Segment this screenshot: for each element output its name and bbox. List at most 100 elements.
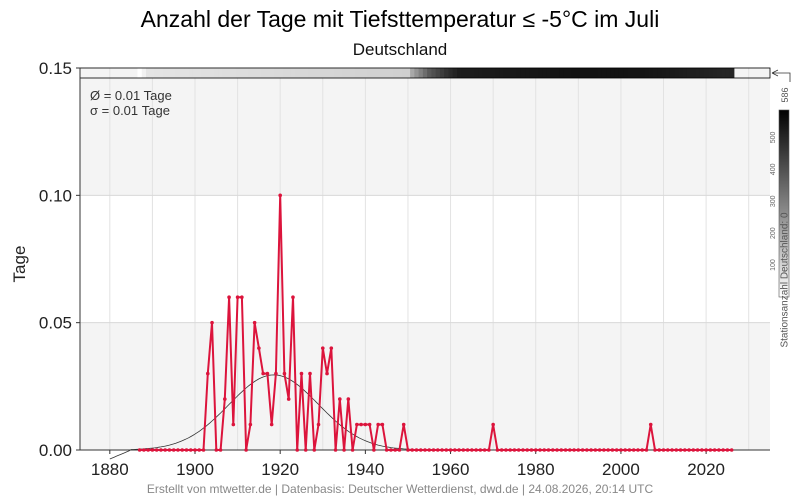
- station-cell-1906: [218, 68, 224, 78]
- x-tick-label-1: 1900: [176, 460, 214, 479]
- data-point-1898: [184, 448, 189, 452]
- station-cell-1994: [593, 68, 599, 78]
- station-cell-1981: [537, 68, 543, 78]
- station-cell-1896: [175, 68, 181, 78]
- data-point-2024: [721, 448, 725, 452]
- data-point-1960: [448, 448, 453, 452]
- station-cell-1898: [184, 68, 190, 78]
- station-cell-1964: [465, 68, 471, 78]
- station-cell-2010: [661, 68, 667, 78]
- x-axis-ticks: 1880 1900 1920 1940 1960 1980 2000 2020: [91, 450, 725, 479]
- station-cell-1940: [363, 68, 369, 78]
- data-point-2011: [665, 448, 670, 452]
- data-point-1889: [146, 448, 150, 452]
- station-cell-1937: [350, 68, 356, 78]
- station-cell-1973: [503, 68, 509, 78]
- colorbar-arrow-icon: [771, 69, 791, 82]
- data-point-2012: [670, 448, 674, 452]
- data-point-1908: [227, 295, 231, 300]
- station-cell-1909: [231, 68, 237, 78]
- data-point-1979: [529, 448, 534, 452]
- station-cell-1915: [256, 68, 262, 78]
- data-point-1903: [205, 371, 210, 376]
- station-cell-2019: [699, 68, 705, 78]
- station-cell-1970: [491, 68, 496, 78]
- x-tick-label-7: 2020: [687, 460, 725, 479]
- data-point-2026: [729, 448, 734, 452]
- station-cell-1999: [614, 68, 620, 78]
- y-axis-ticks: 0.00 0.05 0.10 0.15: [39, 59, 80, 460]
- station-cell-1966: [473, 68, 479, 78]
- station-cell-1983: [546, 68, 552, 78]
- station-cell-1913: [248, 68, 254, 78]
- station-cell-1905: [214, 68, 220, 78]
- data-point-1984: [550, 448, 555, 452]
- data-point-1943: [376, 422, 380, 427]
- station-cell-1927: [307, 68, 313, 78]
- data-point-1982: [542, 448, 547, 452]
- data-point-1975: [512, 448, 517, 452]
- station-cell-1986: [559, 68, 565, 78]
- station-cell-1949: [401, 68, 407, 78]
- data-point-1948: [397, 448, 402, 452]
- data-point-2025: [725, 448, 730, 452]
- data-point-1900: [193, 448, 197, 452]
- data-point-2018: [695, 448, 700, 452]
- x-tick-label-6: 2000: [602, 460, 640, 479]
- data-point-1983: [546, 448, 551, 452]
- station-cell-2002: [627, 68, 633, 78]
- data-point-1906: [218, 448, 223, 452]
- data-point-1918: [269, 422, 274, 427]
- data-point-1901: [197, 448, 202, 452]
- station-cell-2009: [657, 68, 662, 78]
- data-point-1895: [171, 448, 176, 452]
- data-point-1971: [495, 448, 500, 452]
- stat-sd: σ = 0.01 Tage: [90, 103, 170, 118]
- data-point-1963: [461, 448, 466, 452]
- data-point-1981: [538, 448, 542, 452]
- background-bands: [80, 68, 770, 450]
- stats-box: Ø = 0.01 Tage σ = 0.01 Tage: [90, 88, 172, 118]
- station-cell-1941: [367, 68, 373, 78]
- data-point-1911: [240, 295, 244, 300]
- series-points: [137, 193, 734, 452]
- data-point-1999: [614, 448, 619, 452]
- station-cell-1971: [495, 68, 501, 78]
- data-point-2008: [653, 448, 657, 452]
- station-cell-1926: [303, 68, 309, 78]
- station-cell-1902: [201, 68, 207, 78]
- station-cell-1946: [388, 68, 394, 78]
- station-cell-1985: [554, 68, 560, 78]
- station-cell-1960: [448, 68, 454, 78]
- data-point-1919: [274, 371, 278, 376]
- data-point-1909: [231, 422, 236, 427]
- station-cell-2008: [652, 68, 658, 78]
- station-cell-2012: [669, 68, 675, 78]
- station-cell-1979: [529, 68, 535, 78]
- station-colorbar: 100 200 300 400 500 586: [770, 69, 791, 298]
- station-cell-2023: [716, 68, 722, 78]
- data-point-1951: [410, 448, 415, 452]
- y-axis-label: Tage: [10, 245, 29, 283]
- station-cell-1887: [137, 68, 143, 78]
- station-cell-1962: [456, 68, 462, 78]
- station-cell-1888: [141, 68, 147, 78]
- data-point-1913: [248, 422, 253, 427]
- station-cell-1995: [597, 68, 603, 78]
- station-cell-1996: [601, 68, 607, 78]
- data-point-1978: [525, 448, 530, 452]
- data-point-1964: [465, 448, 470, 452]
- x-tick-label-2: 1920: [261, 460, 299, 479]
- station-cell-1925: [299, 68, 305, 78]
- data-point-1938: [355, 422, 359, 427]
- station-cell-1935: [341, 68, 347, 78]
- station-cell-1956: [431, 68, 437, 78]
- data-point-1955: [427, 448, 432, 452]
- footer-credits: Erstellt von mtwetter.de | Datenbasis: D…: [146, 482, 654, 496]
- station-cell-1989: [571, 68, 577, 78]
- data-point-1928: [312, 448, 317, 452]
- data-point-1937: [350, 448, 355, 452]
- data-point-1916: [261, 371, 265, 376]
- data-point-1892: [159, 448, 163, 452]
